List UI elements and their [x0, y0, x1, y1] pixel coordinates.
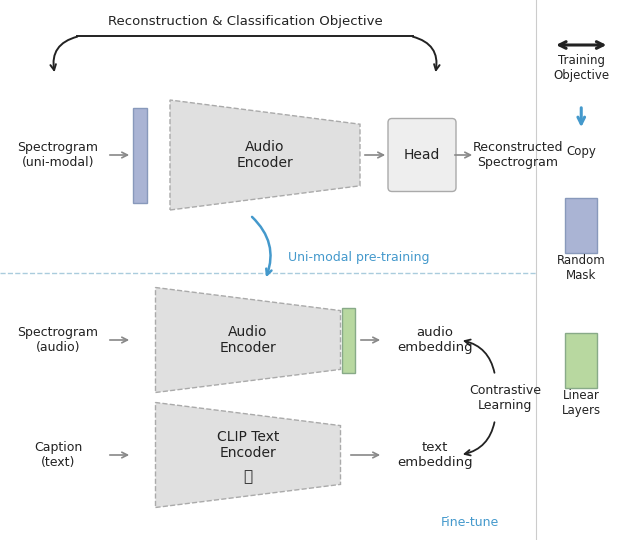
Text: Reconstructed
Spectrogram: Reconstructed Spectrogram: [473, 141, 563, 169]
Text: Uni-modal pre-training: Uni-modal pre-training: [289, 251, 430, 264]
Text: Caption
(text): Caption (text): [34, 441, 82, 469]
Bar: [133, 107, 147, 202]
Text: text
embedding: text embedding: [397, 441, 473, 469]
Text: CLIP Text
Encoder: CLIP Text Encoder: [217, 430, 279, 460]
Text: Linear
Layers: Linear Layers: [562, 389, 601, 417]
Polygon shape: [170, 100, 360, 210]
Text: Fine-tune: Fine-tune: [441, 516, 499, 529]
Text: Random
Mask: Random Mask: [557, 254, 605, 282]
Text: Reconstruction & Classification Objective: Reconstruction & Classification Objectiv…: [108, 16, 382, 29]
Text: Head: Head: [404, 148, 440, 162]
Text: Contrastive
Learning: Contrastive Learning: [469, 383, 541, 411]
Polygon shape: [155, 287, 341, 393]
Text: Audio
Encoder: Audio Encoder: [220, 325, 276, 355]
Bar: [565, 333, 597, 388]
Text: Spectrogram
(audio): Spectrogram (audio): [18, 326, 98, 354]
Text: Copy: Copy: [567, 145, 596, 159]
Bar: [342, 307, 354, 373]
Text: audio
embedding: audio embedding: [397, 326, 473, 354]
Text: 🔒: 🔒: [244, 469, 252, 484]
Text: Audio
Encoder: Audio Encoder: [237, 140, 294, 170]
Text: Training
Objective: Training Objective: [553, 54, 609, 82]
FancyBboxPatch shape: [388, 118, 456, 192]
Polygon shape: [155, 402, 341, 508]
Text: Spectrogram
(uni-modal): Spectrogram (uni-modal): [18, 141, 98, 169]
Bar: [565, 198, 597, 253]
